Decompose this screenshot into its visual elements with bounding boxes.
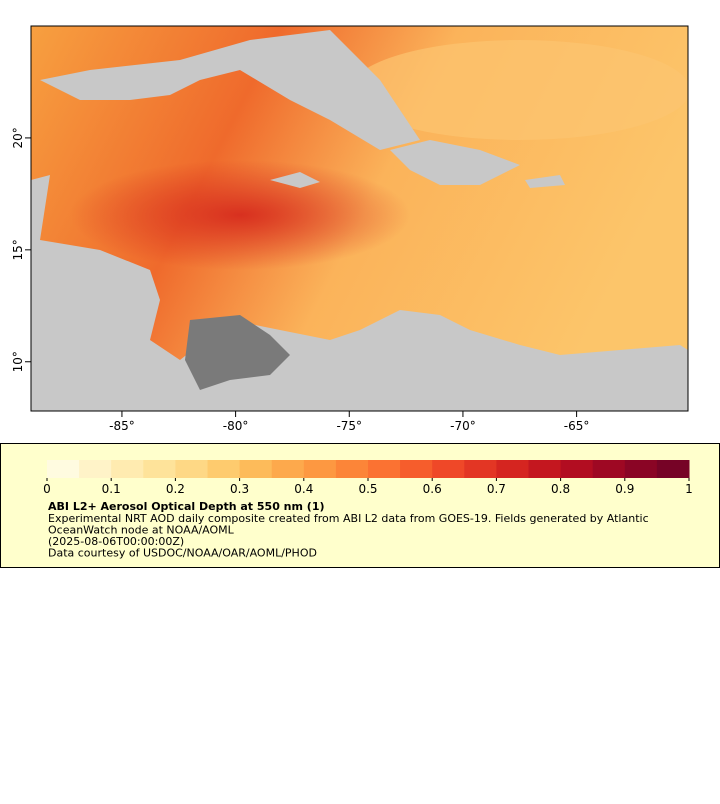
land-jamaica bbox=[270, 172, 320, 188]
land-puerto-rico bbox=[525, 175, 565, 188]
legend-line: Data courtesy of USDOC/NOAA/OAR/AOML/PHO… bbox=[48, 547, 317, 560]
colorbar-step bbox=[239, 460, 273, 478]
colorbar-step bbox=[432, 460, 465, 478]
y-tick-label: 15° bbox=[11, 239, 25, 260]
colorbar-step bbox=[335, 460, 369, 478]
colorbar-step bbox=[47, 460, 80, 478]
aerosol-low bbox=[350, 40, 688, 140]
legend-title: ABI L2+ Aerosol Optical Depth at 550 nm … bbox=[48, 500, 325, 513]
colorbar-step bbox=[271, 460, 305, 478]
x-tick-label: -85° bbox=[109, 419, 135, 433]
colorbar-tick-label: 0.5 bbox=[358, 482, 377, 496]
colorbar-tick-label: 0.8 bbox=[551, 482, 570, 496]
colorbar-tick-label: 0.3 bbox=[230, 482, 249, 496]
colorbar-tick-label: 0.1 bbox=[102, 482, 121, 496]
colorbar-step bbox=[656, 460, 690, 478]
y-tick-label: 10° bbox=[11, 351, 25, 372]
colorbar-tick-label: 0 bbox=[43, 482, 51, 496]
colorbar-tick-label: 0.9 bbox=[615, 482, 634, 496]
colorbar-tick-label: 0.4 bbox=[294, 482, 313, 496]
colorbar-step bbox=[496, 460, 529, 478]
colorbar-step bbox=[111, 460, 144, 478]
land-cuba bbox=[40, 30, 420, 150]
colorbar-step bbox=[303, 460, 337, 478]
x-tick-label: -70° bbox=[450, 419, 476, 433]
colorbar-step bbox=[79, 460, 112, 478]
map-area bbox=[31, 26, 688, 411]
legend-line: Experimental NRT AOD daily composite cre… bbox=[48, 512, 649, 525]
colorbar-step bbox=[400, 460, 433, 478]
legend-line: OceanWatch node at NOAA/AOML bbox=[48, 524, 235, 537]
colorbar-tick-label: 0.6 bbox=[423, 482, 442, 496]
colorbar-step bbox=[560, 460, 594, 478]
map-frame bbox=[30, 25, 689, 412]
y-tick-label: 20° bbox=[11, 127, 25, 148]
legend-line: (2025-08-06T00:00:00Z) bbox=[48, 535, 184, 548]
x-tick-label: -75° bbox=[336, 419, 362, 433]
colorbar-step bbox=[207, 460, 241, 478]
colorbar-step bbox=[464, 460, 497, 478]
colorbar-tick-label: 0.2 bbox=[166, 482, 185, 496]
x-tick-label: -80° bbox=[223, 419, 249, 433]
colorbar-tick-label: 1 bbox=[685, 482, 693, 496]
colorbar-step bbox=[528, 460, 562, 478]
colorbar-tick-label: 0.7 bbox=[487, 482, 506, 496]
colorbar-step bbox=[143, 460, 176, 478]
land-hispaniola bbox=[390, 140, 520, 185]
x-tick-label: -65° bbox=[564, 419, 590, 433]
colorbar-step bbox=[368, 460, 401, 478]
aerosol-plume bbox=[70, 160, 410, 270]
colorbar-step bbox=[592, 460, 626, 478]
colorbar-step bbox=[624, 460, 658, 478]
colorbar-step bbox=[175, 460, 208, 478]
lake bbox=[185, 315, 290, 390]
